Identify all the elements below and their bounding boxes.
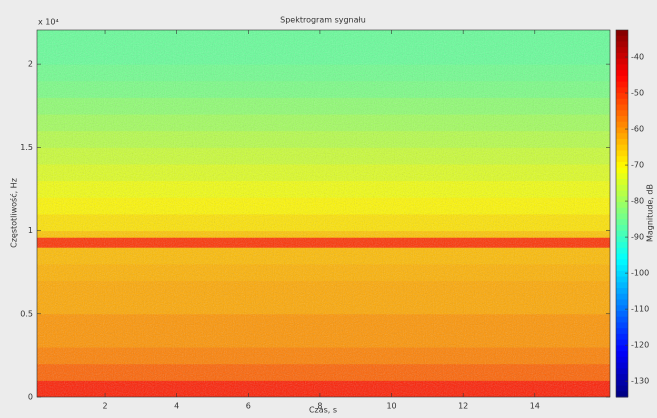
colorbar-cell (616, 345, 628, 352)
colorbar-tick-label: -110 (631, 305, 649, 314)
colorbar-cell (616, 93, 628, 100)
noise-texture (37, 30, 610, 397)
colorbar-cell (616, 339, 628, 346)
colorbar-cell (616, 150, 628, 157)
colorbar-tick-label: -120 (631, 341, 649, 350)
x-tick-label: 4 (174, 402, 179, 411)
y-tick-label: 1.5 (20, 143, 33, 152)
colorbar-cell (616, 121, 628, 128)
colorbar-cell (616, 362, 628, 369)
colorbar-cell (616, 265, 628, 272)
colorbar-tick-label: -60 (631, 125, 644, 134)
colorbar-cell (616, 35, 628, 42)
colorbar-cell (616, 196, 628, 203)
colorbar-cell (616, 305, 628, 312)
colorbar-cell (616, 242, 628, 249)
colorbar-cell (616, 127, 628, 134)
colorbar-cell (616, 259, 628, 266)
colorbar-tick-label: -100 (631, 269, 649, 278)
colorbar-cell (616, 391, 628, 398)
colorbar-cell (616, 167, 628, 174)
y-tick-label: 1 (28, 226, 33, 235)
colorbar-tick-label: -70 (631, 161, 644, 170)
colorbar-cell (616, 173, 628, 180)
colorbar-cell (616, 224, 628, 232)
colorbar-cell (616, 236, 628, 243)
colorbar-cell (616, 179, 628, 186)
colorbar-cell (616, 87, 628, 94)
colorbar-tick-label: -50 (631, 89, 644, 98)
x-tick-label: 10 (386, 402, 396, 411)
colorbar-cell (616, 328, 628, 335)
colorbar-cell (616, 64, 628, 71)
y-axis-label: Częstotliwość, Hz (9, 178, 19, 248)
colorbar-cell (616, 288, 628, 295)
colorbar-cell (616, 385, 628, 392)
chart-title: Spektrogram sygnału (280, 16, 366, 25)
colorbar-cell (616, 184, 628, 192)
colorbar-cell (616, 47, 628, 54)
plot-frame (36, 29, 611, 398)
colorbar-cell (616, 156, 628, 163)
colorbar-tick-label: -40 (631, 53, 644, 62)
colorbar-cell (616, 144, 628, 151)
colorbar-cell (616, 230, 628, 237)
y-multiplier: x 10⁴ (38, 18, 59, 27)
colorbar-cell (616, 98, 628, 106)
colorbar-cell (616, 379, 628, 387)
colorbar-cell (616, 374, 628, 381)
colorbar-cell (616, 202, 628, 209)
colorbar-cell (616, 104, 628, 111)
colorbar-cell (616, 70, 628, 77)
colorbar-cell (616, 110, 628, 117)
x-tick-label: 2 (102, 402, 107, 411)
colorbar-cell (616, 270, 628, 278)
x-tick-label: 8 (317, 402, 322, 411)
x-tick-label: 14 (530, 402, 540, 411)
colorbar-cell (616, 316, 628, 323)
colorbar-cell (616, 368, 628, 375)
colorbar-cell (616, 253, 628, 260)
x-axis-label: Czas, s (309, 406, 337, 415)
colorbar-cell (616, 41, 628, 48)
colorbar-cell (616, 351, 628, 358)
colorbar-cell (616, 247, 628, 255)
colorbar-cell (616, 282, 628, 289)
colorbar-cell (616, 116, 628, 123)
colorbar-cell (616, 213, 628, 220)
y-tick-label: 0 (28, 393, 33, 402)
x-tick-label: 6 (246, 402, 251, 411)
colorbar-cell (616, 161, 628, 169)
colorbar-cell (616, 190, 628, 197)
colorbar-cell (616, 138, 628, 146)
y-tick-label: 2 (28, 60, 33, 69)
colorbar-tick-label: -90 (631, 233, 644, 242)
colorbar-cell (616, 52, 628, 60)
colorbar-tick-label: -130 (631, 377, 649, 386)
colorbar-cell (616, 310, 628, 318)
colorbar-cell (616, 322, 628, 329)
colorbar-frame (615, 29, 629, 398)
colorbar-cell (616, 299, 628, 306)
colorbar-cell (616, 30, 628, 37)
colorbar-tick-label: -80 (631, 197, 644, 206)
colorbar-cell (616, 333, 628, 341)
colorbar-cell (616, 81, 628, 88)
colorbar-cell (616, 58, 628, 65)
x-tick-label: 12 (458, 402, 468, 411)
colorbar-cell (616, 293, 628, 301)
colorbar-cell (616, 207, 628, 214)
colorbar-cell (616, 75, 628, 83)
colorbar-cell (616, 356, 628, 364)
colorbar-cell (616, 219, 628, 226)
y-tick-label: 0.5 (20, 309, 33, 318)
colorbar-label: Magnitude, dB (646, 184, 655, 242)
colorbar-cell (616, 133, 628, 140)
colorbar-cell (616, 276, 628, 283)
heatmap (37, 30, 610, 397)
